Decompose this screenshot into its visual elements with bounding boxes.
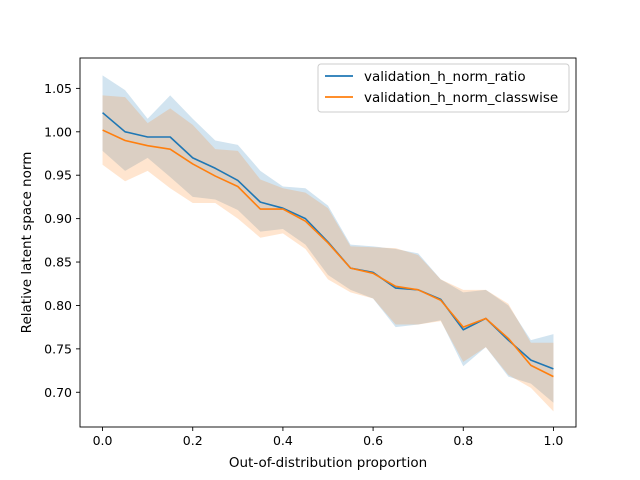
x-axis-label: Out-of-distribution proportion — [229, 455, 427, 471]
y-tick-label: 0.75 — [44, 341, 72, 356]
y-axis-ticks: 0.70 0.75 0.80 0.85 0.90 0.95 1.00 1.05 — [44, 81, 80, 400]
band-classwise — [102, 95, 554, 412]
series-lines — [102, 112, 554, 378]
band-ratio — [102, 75, 554, 403]
y-tick-label: 0.95 — [44, 168, 72, 183]
y-tick-label: 0.85 — [44, 255, 72, 270]
y-axis-label: Relative latent space norm — [19, 152, 35, 334]
plot-area-frame — [79, 57, 577, 428]
x-axis-ticks: 0.0 0.2 0.4 0.6 0.8 1.0 — [93, 427, 564, 448]
confidence-bands — [102, 75, 554, 412]
x-tick-label: 0.4 — [273, 433, 293, 448]
x-tick-label: 0.2 — [183, 433, 203, 448]
x-tick-label: 0.8 — [453, 433, 473, 448]
legend-box — [317, 63, 570, 113]
x-tick-label: 1.0 — [544, 433, 564, 448]
y-tick-label: 0.80 — [44, 298, 72, 313]
legend-label-ratio: validation_h_norm_ratio — [364, 69, 526, 85]
x-tick-label: 0.0 — [93, 433, 113, 448]
y-tick-label: 0.70 — [44, 385, 72, 400]
y-tick-label: 1.05 — [44, 81, 72, 96]
y-tick-label: 1.00 — [44, 124, 72, 139]
legend: validation_h_norm_ratio validation_h_nor… — [317, 63, 570, 113]
series-line-classwise — [102, 129, 554, 378]
x-tick-label: 0.6 — [363, 433, 383, 448]
legend-label-classwise: validation_h_norm_classwise — [364, 90, 558, 106]
y-tick-label: 0.90 — [44, 211, 72, 226]
